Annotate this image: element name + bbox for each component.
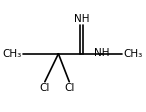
Text: CH₃: CH₃ xyxy=(124,49,143,59)
Text: NH: NH xyxy=(74,14,89,24)
Text: CH₃: CH₃ xyxy=(2,49,22,59)
Text: NH: NH xyxy=(94,48,110,58)
Text: Cl: Cl xyxy=(64,83,74,93)
Text: Cl: Cl xyxy=(40,83,50,93)
